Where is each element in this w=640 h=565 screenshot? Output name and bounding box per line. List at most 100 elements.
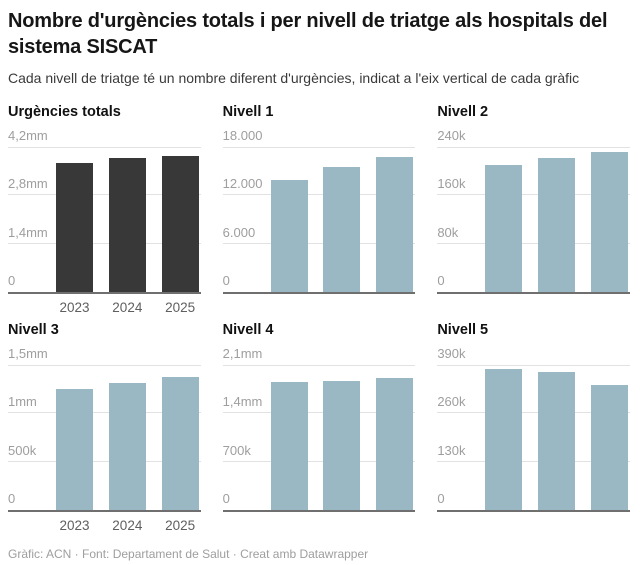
y-tick-label-1: 80k <box>437 224 459 240</box>
y-tick-label-0: 0 <box>437 273 445 288</box>
x-axis-labels <box>271 299 414 319</box>
bars-group <box>270 147 414 292</box>
bar-2025 <box>590 152 628 292</box>
chart-title-nivell-1: Nivell 1 <box>222 104 274 120</box>
gridline-3 <box>8 365 201 366</box>
gridline-1 <box>437 243 630 244</box>
bar-2023 <box>485 165 523 292</box>
chart-title-nivell-3: Nivell 3 <box>8 322 59 338</box>
bar-2025 <box>161 156 199 292</box>
charts-grid: Urgències totals 0 1,4mm 2,8mm 4,2mm 2023 2024… <box>8 103 630 537</box>
gridline-1 <box>8 243 201 244</box>
y-tick-label-1: 1,4mm <box>8 224 48 240</box>
chart-plot-nivell-3: 0 500k 1mm 1,5mm <box>8 346 201 512</box>
bar-2025 <box>590 385 628 510</box>
x-axis-line <box>222 292 416 294</box>
bars-group <box>56 147 199 292</box>
y-tick-label-2: 260k <box>437 394 466 410</box>
gridline-2 <box>8 194 201 195</box>
gridline-1 <box>437 461 630 462</box>
bar-2025 <box>161 377 199 510</box>
bar-2023 <box>56 389 93 510</box>
x-label-2025: 2025 <box>165 518 196 533</box>
chart-plot-nivell-1: 0 6.000 12.000 18.000 <box>222 128 416 294</box>
y-tick-label-2: 160k <box>437 176 466 192</box>
gridline-1 <box>222 243 416 244</box>
y-tick-label-3: 4,2mm <box>8 128 48 143</box>
y-tick-label-2: 12.000 <box>222 176 263 192</box>
gridline-3 <box>437 365 630 366</box>
x-axis-line <box>8 292 201 294</box>
x-axis-labels <box>485 299 628 319</box>
x-label-2023: 2023 <box>59 518 90 533</box>
chart-title-nivell-4: Nivell 4 <box>222 322 274 338</box>
x-axis-line <box>437 292 630 294</box>
page-title: Nombre d'urgències totals i per nivell d… <box>8 10 608 58</box>
chart-card-nivell-1: Nivell 1 0 6.000 12.000 18.000 <box>222 103 416 319</box>
bar-2024 <box>108 383 146 510</box>
x-axis-line <box>437 510 630 512</box>
x-label-2025: 2025 <box>165 300 196 315</box>
bar-2023 <box>485 369 523 510</box>
bar-2024 <box>323 167 361 292</box>
y-tick-label-1: 130k <box>437 442 466 458</box>
y-tick-label-3: 18.000 <box>222 128 263 143</box>
bar-2024 <box>323 381 361 510</box>
chart-card-nivell-5: Nivell 5 0 130k 260k 390k <box>437 321 630 537</box>
bars-group <box>56 365 199 510</box>
y-tick-label-1: 6.000 <box>222 224 256 240</box>
y-tick-label-0: 0 <box>8 273 16 288</box>
y-tick-label-3: 240k <box>437 128 466 143</box>
x-label-2023: 2023 <box>59 300 90 315</box>
y-tick-label-1: 500k <box>8 442 37 458</box>
bar-2024 <box>538 158 576 292</box>
page-subtitle: Cada nivell de triatge té un nombre dife… <box>8 70 580 86</box>
chart-plot-urgencies-totals: 0 1,4mm 2,8mm 4,2mm <box>8 128 201 294</box>
y-tick-label-2: 1mm <box>8 394 37 410</box>
y-tick-label-3: 1,5mm <box>8 346 48 361</box>
y-tick-label-2: 2,8mm <box>8 176 48 192</box>
bar-2025 <box>376 157 414 292</box>
bar-2023 <box>270 180 308 292</box>
x-label-2024: 2024 <box>112 518 143 533</box>
gridline-3 <box>222 147 416 148</box>
bar-2023 <box>270 382 308 510</box>
bar-2025 <box>376 378 414 510</box>
y-tick-label-3: 390k <box>437 346 466 361</box>
chart-card-urgencies-totals: Urgències totals 0 1,4mm 2,8mm 4,2mm 2023 2024… <box>8 103 201 319</box>
x-axis-line <box>8 510 201 512</box>
attribution-footer: Gràfic: ACN · Font: Departament de Salut… <box>8 547 369 561</box>
y-tick-label-1: 700k <box>222 442 251 458</box>
gridline-2 <box>8 412 201 413</box>
y-tick-label-0: 0 <box>222 491 230 506</box>
gridline-3 <box>8 147 201 148</box>
gridline-2 <box>437 412 630 413</box>
x-label-2024: 2024 <box>112 300 143 315</box>
gridline-3 <box>437 147 630 148</box>
bar-2023 <box>56 163 93 292</box>
x-axis-labels <box>485 517 628 537</box>
chart-card-nivell-2: Nivell 2 0 80k 160k 240k <box>437 103 630 319</box>
chart-plot-nivell-5: 0 130k 260k 390k <box>437 346 630 512</box>
gridline-2 <box>222 194 416 195</box>
bars-group <box>485 147 628 292</box>
chart-card-nivell-4: Nivell 4 0 700k 1,4mm 2,1mm <box>222 321 416 537</box>
gridline-3 <box>222 365 416 366</box>
chart-card-nivell-3: Nivell 3 0 500k 1mm 1,5mm 2023 2024 2025 <box>8 321 201 537</box>
chart-title-nivell-2: Nivell 2 <box>437 104 489 120</box>
chart-plot-nivell-4: 0 700k 1,4mm 2,1mm <box>222 346 416 512</box>
chart-title-nivell-5: Nivell 5 <box>437 322 489 338</box>
bar-2024 <box>538 372 576 510</box>
bars-group <box>485 365 628 510</box>
y-tick-label-0: 0 <box>8 491 16 506</box>
chart-title-urgencies-totals: Urgències totals <box>8 104 121 120</box>
y-tick-label-0: 0 <box>437 491 445 506</box>
x-axis-labels: 2023 2024 2025 <box>56 299 199 319</box>
bars-group <box>270 365 414 510</box>
gridline-2 <box>222 412 416 413</box>
y-tick-label-3: 2,1mm <box>222 346 263 361</box>
x-axis-line <box>222 510 416 512</box>
y-tick-label-0: 0 <box>222 273 230 288</box>
x-axis-labels: 2023 2024 2025 <box>56 517 199 537</box>
